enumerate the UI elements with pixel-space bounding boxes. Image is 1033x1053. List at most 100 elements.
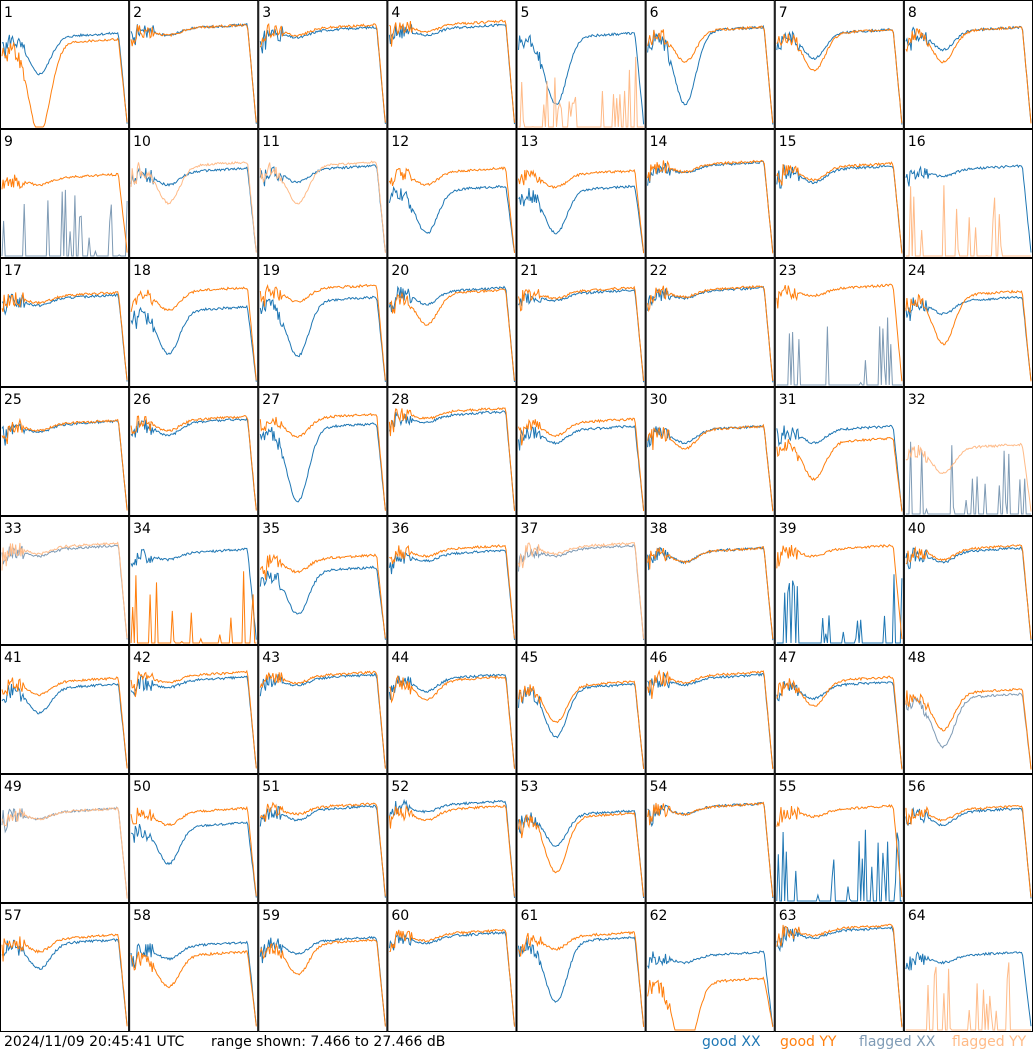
panel-label: 30	[650, 392, 668, 408]
panel-label: 2	[133, 5, 142, 21]
antenna-panel-64: 64	[903, 903, 1033, 1032]
series-yy-good	[905, 289, 1032, 382]
series-xx-good	[388, 930, 515, 1026]
antenna-panel-12: 12	[387, 129, 517, 258]
panel-frame	[387, 129, 517, 258]
series-xx-good	[647, 950, 774, 1026]
series-yy-good	[776, 161, 903, 254]
series-xx-flagged	[776, 317, 902, 386]
series-yy-good	[518, 930, 645, 1027]
panel-label: 27	[262, 392, 280, 408]
panel-label: 11	[262, 134, 280, 150]
antenna-panel-51: 51	[258, 774, 388, 903]
series-xx-good	[130, 821, 257, 898]
antenna-panel-55: 55	[774, 774, 904, 903]
panel-label: 46	[650, 650, 668, 666]
series-xx-flagged	[1, 544, 128, 640]
panel-label: 36	[391, 521, 409, 537]
panel-label: 47	[779, 650, 797, 666]
panel-frame	[645, 0, 775, 129]
series-yy-good	[388, 804, 515, 897]
panel-frame	[258, 645, 388, 774]
panel-label: 18	[133, 263, 151, 279]
series-xx-good	[1, 293, 128, 382]
antenna-panel-44: 44	[387, 645, 517, 774]
legend-flagged-yy: flagged YY	[952, 1034, 1027, 1050]
panel-label: 48	[908, 650, 926, 666]
panel-frame	[387, 258, 517, 387]
panel-frame	[903, 903, 1033, 1032]
antenna-panel-60: 60	[387, 903, 517, 1032]
series-xx-good	[388, 673, 515, 768]
panel-frame	[0, 903, 130, 1032]
series-yy-good	[389, 544, 515, 639]
panel-frame	[645, 645, 775, 774]
series-yy-good	[259, 801, 386, 897]
panel-frame	[0, 516, 130, 645]
series-xx-good	[388, 410, 515, 510]
antenna-panel-62: 62	[645, 903, 775, 1032]
antenna-panel-49: 49	[0, 774, 130, 903]
series-yy-good	[1, 37, 128, 128]
series-yy-good	[1, 933, 128, 1027]
series-xx-good	[130, 940, 257, 1026]
panel-label: 53	[521, 779, 539, 795]
antenna-panel-53: 53	[516, 774, 646, 903]
series-yy-good	[259, 938, 386, 1027]
panel-frame	[129, 645, 259, 774]
panel-frame	[129, 903, 259, 1032]
antenna-panel-36: 36	[387, 516, 517, 645]
series-yy-good	[776, 28, 903, 124]
series-yy-good	[905, 26, 1032, 124]
antenna-panel-48: 48	[903, 645, 1033, 774]
series-xx-good	[388, 549, 515, 640]
panel-frame	[645, 258, 775, 387]
antenna-panel-42: 42	[129, 645, 259, 774]
range-label: range shown: 7.466 to 27.466 dB	[211, 1034, 446, 1050]
series-xx-good	[130, 304, 257, 382]
antenna-panel-31: 31	[774, 387, 904, 516]
panel-frame	[516, 129, 646, 258]
antenna-panel-10: 10	[129, 129, 259, 258]
series-xx-good	[776, 829, 902, 902]
antenna-panel-29: 29	[516, 387, 646, 516]
series-xx-flagged	[905, 692, 1032, 769]
series-yy-good	[259, 553, 386, 639]
series-xx-good	[259, 164, 386, 252]
legend-flagged-xx: flagged XX	[859, 1034, 936, 1050]
series-xx-good	[647, 672, 774, 769]
series-xx-good	[130, 547, 257, 640]
series-xx-good	[259, 422, 386, 510]
antenna-panel-2: 2	[129, 0, 259, 129]
panel-label: 58	[133, 908, 151, 924]
series-xx-good	[905, 295, 1032, 381]
series-xx-good	[259, 25, 386, 125]
antenna-panel-13: 13	[516, 129, 646, 258]
series-xx-good	[518, 184, 645, 253]
series-yy-good	[388, 166, 515, 254]
panel-frame	[774, 645, 904, 774]
series-yy-good	[518, 680, 645, 770]
series-xx-good	[259, 804, 386, 898]
panel-label: 25	[4, 392, 22, 408]
antenna-panel-19: 19	[258, 258, 388, 387]
series-xx-good	[518, 31, 645, 125]
series-yy-flagged	[1, 807, 128, 899]
series-yy-good	[776, 283, 903, 382]
antenna-panel-24: 24	[903, 258, 1033, 387]
antenna-panel-46: 46	[645, 645, 775, 774]
panel-label: 40	[908, 521, 926, 537]
panel-label: 8	[908, 5, 917, 21]
series-xx-good	[518, 809, 645, 899]
panel-label: 59	[262, 908, 280, 924]
antenna-panel-20: 20	[387, 258, 517, 387]
antenna-panel-39: 39	[774, 516, 904, 645]
panel-frame	[645, 387, 775, 516]
series-yy-good	[259, 283, 386, 381]
panel-frame	[387, 0, 517, 129]
panel-label: 13	[521, 134, 539, 150]
panel-frame	[258, 0, 388, 129]
panel-frame	[516, 387, 646, 516]
